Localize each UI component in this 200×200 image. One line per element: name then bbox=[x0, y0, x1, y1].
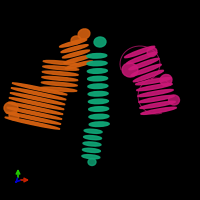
Ellipse shape bbox=[88, 99, 108, 104]
Ellipse shape bbox=[42, 76, 78, 81]
Ellipse shape bbox=[140, 101, 175, 108]
Ellipse shape bbox=[88, 91, 108, 96]
Ellipse shape bbox=[127, 52, 157, 64]
Ellipse shape bbox=[71, 36, 81, 44]
Ellipse shape bbox=[43, 60, 79, 65]
Ellipse shape bbox=[4, 102, 18, 114]
Ellipse shape bbox=[64, 55, 91, 63]
Ellipse shape bbox=[139, 95, 174, 103]
Ellipse shape bbox=[42, 71, 78, 76]
Ellipse shape bbox=[133, 70, 163, 82]
Ellipse shape bbox=[5, 117, 60, 129]
Ellipse shape bbox=[147, 47, 157, 57]
Ellipse shape bbox=[169, 95, 179, 105]
Ellipse shape bbox=[137, 84, 172, 91]
Ellipse shape bbox=[61, 45, 88, 53]
Ellipse shape bbox=[138, 89, 173, 97]
Ellipse shape bbox=[82, 148, 100, 152]
Ellipse shape bbox=[9, 112, 19, 120]
Ellipse shape bbox=[87, 69, 107, 73]
Ellipse shape bbox=[62, 50, 90, 58]
Ellipse shape bbox=[11, 88, 66, 100]
Ellipse shape bbox=[129, 58, 159, 70]
Ellipse shape bbox=[89, 107, 109, 111]
Ellipse shape bbox=[88, 76, 108, 81]
Ellipse shape bbox=[131, 64, 161, 76]
Ellipse shape bbox=[60, 39, 87, 47]
Ellipse shape bbox=[10, 93, 65, 105]
Ellipse shape bbox=[87, 61, 107, 66]
Ellipse shape bbox=[78, 29, 90, 39]
Ellipse shape bbox=[84, 136, 102, 140]
Ellipse shape bbox=[65, 61, 92, 69]
Ellipse shape bbox=[8, 102, 63, 114]
Ellipse shape bbox=[82, 155, 100, 159]
Ellipse shape bbox=[122, 63, 138, 77]
Ellipse shape bbox=[43, 66, 79, 70]
Ellipse shape bbox=[87, 54, 107, 58]
Ellipse shape bbox=[12, 83, 67, 95]
Ellipse shape bbox=[88, 158, 96, 166]
Ellipse shape bbox=[84, 129, 102, 133]
Ellipse shape bbox=[89, 122, 109, 126]
Ellipse shape bbox=[125, 46, 155, 58]
Ellipse shape bbox=[41, 82, 77, 86]
Ellipse shape bbox=[141, 107, 176, 114]
Ellipse shape bbox=[89, 114, 109, 119]
Ellipse shape bbox=[7, 107, 62, 119]
Ellipse shape bbox=[6, 112, 61, 124]
Ellipse shape bbox=[9, 98, 64, 110]
Ellipse shape bbox=[83, 142, 101, 146]
Ellipse shape bbox=[41, 87, 77, 92]
Ellipse shape bbox=[94, 37, 106, 47]
Ellipse shape bbox=[88, 84, 108, 89]
Ellipse shape bbox=[136, 78, 171, 85]
Ellipse shape bbox=[160, 74, 172, 86]
